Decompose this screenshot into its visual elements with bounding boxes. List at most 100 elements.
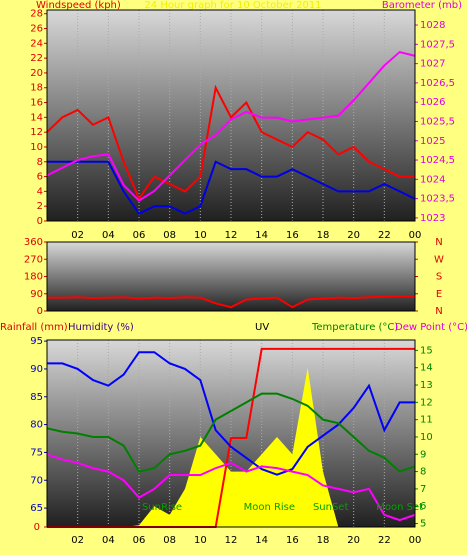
x-tick-label: 12	[225, 535, 238, 546]
y-tick-label: 1025,5	[420, 116, 455, 127]
y-tick-label: 1027,5	[420, 39, 455, 50]
series-line	[46, 50, 416, 202]
y-tick-label: 12	[30, 127, 43, 138]
y-tick-label: 90	[30, 289, 43, 300]
axis-label: Rainfall (mm)	[0, 322, 68, 333]
y-tick-label: 8	[420, 467, 426, 478]
y-tick-label: 0	[37, 306, 43, 317]
series-line	[46, 392, 416, 473]
y-tick-label: 10	[420, 432, 433, 443]
x-tick-label: 00	[409, 230, 422, 241]
y-tick-label: 18	[30, 83, 43, 94]
x-tick-label: 16	[286, 535, 299, 546]
y-tick-label: 24	[30, 38, 43, 49]
x-tick-label: 08	[163, 535, 176, 546]
y-tick-label: S	[436, 272, 442, 283]
series-line	[47, 160, 416, 215]
plot-background	[47, 242, 415, 311]
annotation: SunSet	[313, 502, 349, 513]
axis-label: Humidity (%)	[68, 322, 134, 333]
uv-area	[47, 367, 415, 527]
x-tick-label: 18	[317, 230, 330, 241]
y-tick-label: 14	[420, 363, 433, 374]
x-tick-label: 02	[71, 230, 84, 241]
x-tick-label: 06	[133, 535, 146, 546]
x-tick-label: 20	[347, 535, 360, 546]
y-tick-label: 75	[30, 447, 43, 458]
plot-frame	[46, 241, 416, 312]
axis-label: Dew Point (°C)	[395, 322, 467, 333]
y-tick-label: 270	[24, 254, 43, 265]
y-tick-label: 14	[30, 112, 43, 123]
y-tick-label: 4	[37, 186, 43, 197]
plot-frame	[46, 9, 416, 222]
y-tick-label: 1025	[420, 136, 445, 147]
y-tick-label: 70	[30, 475, 43, 486]
y-tick-label: 0	[34, 522, 40, 533]
y-tick-label: 7	[420, 484, 426, 495]
y-tick-label: 22	[30, 53, 43, 64]
y-tick-label: 26	[30, 24, 43, 35]
y-tick-label: 28	[30, 9, 43, 20]
annotation: SunRise	[142, 502, 182, 513]
y-tick-label: W	[434, 254, 444, 265]
y-tick-label: 6	[37, 172, 43, 183]
axis-label: Windspeed (kph)	[36, 0, 121, 11]
x-tick-label: 22	[378, 230, 391, 241]
y-tick-label: 65	[30, 503, 43, 514]
y-tick-label: 8	[37, 157, 43, 168]
axis-label: Barometer (mb)	[382, 0, 462, 11]
annotation: Moon Set	[376, 502, 423, 513]
axis-label: Temperature (°C)	[311, 322, 398, 333]
x-tick-label: 00	[409, 535, 422, 546]
x-tick-label: 18	[317, 535, 330, 546]
x-tick-label: 14	[255, 535, 268, 546]
y-tick-label: 85	[30, 392, 43, 403]
y-tick-label: 11	[420, 415, 433, 426]
y-tick-label: 1024,5	[420, 155, 455, 166]
y-tick-label: 1027	[420, 59, 445, 70]
x-tick-label: 16	[286, 230, 299, 241]
y-tick-label: 1023	[420, 213, 445, 224]
series-line	[46, 453, 416, 522]
series-line	[46, 84, 415, 201]
y-tick-label: E	[436, 289, 442, 300]
y-tick-label: 1026	[420, 97, 445, 108]
x-tick-label: 22	[378, 535, 391, 546]
x-tick-label: 10	[194, 535, 207, 546]
x-tick-label: 12	[225, 230, 238, 241]
x-tick-label: 06	[133, 230, 146, 241]
y-tick-label: 12	[420, 397, 433, 408]
x-tick-label: 08	[163, 230, 176, 241]
y-tick-label: 10	[30, 142, 43, 153]
y-tick-label: 1024	[420, 174, 445, 185]
y-tick-label: 80	[30, 420, 43, 431]
y-tick-label: 1028	[420, 20, 445, 31]
annotation: Moon Rise	[244, 502, 295, 513]
y-tick-label: 180	[24, 272, 43, 283]
series-line	[47, 351, 415, 476]
x-tick-label: 04	[102, 230, 115, 241]
y-tick-label: 20	[30, 68, 43, 79]
x-tick-label: 02	[71, 535, 84, 546]
x-tick-label: 10	[194, 230, 207, 241]
y-tick-label: N	[435, 237, 442, 248]
y-tick-label: 0	[37, 216, 43, 227]
x-tick-label: 20	[347, 230, 360, 241]
y-tick-label: 2	[37, 201, 43, 212]
x-tick-label: 14	[255, 230, 268, 241]
y-tick-label: 16	[30, 98, 43, 109]
y-tick-label: 1026,5	[420, 78, 455, 89]
axis-label: UV	[255, 322, 269, 333]
y-tick-label: 13	[420, 380, 433, 391]
y-tick-label: 6	[420, 501, 426, 512]
plot-frame	[46, 339, 416, 528]
y-tick-label: 1023,5	[420, 194, 455, 205]
y-tick-label: 360	[24, 237, 43, 248]
y-tick-label: 95	[30, 336, 43, 347]
series-line	[47, 295, 416, 309]
y-tick-label: 5	[420, 519, 426, 530]
x-tick-label: 04	[102, 535, 115, 546]
y-tick-label: 90	[30, 364, 43, 375]
